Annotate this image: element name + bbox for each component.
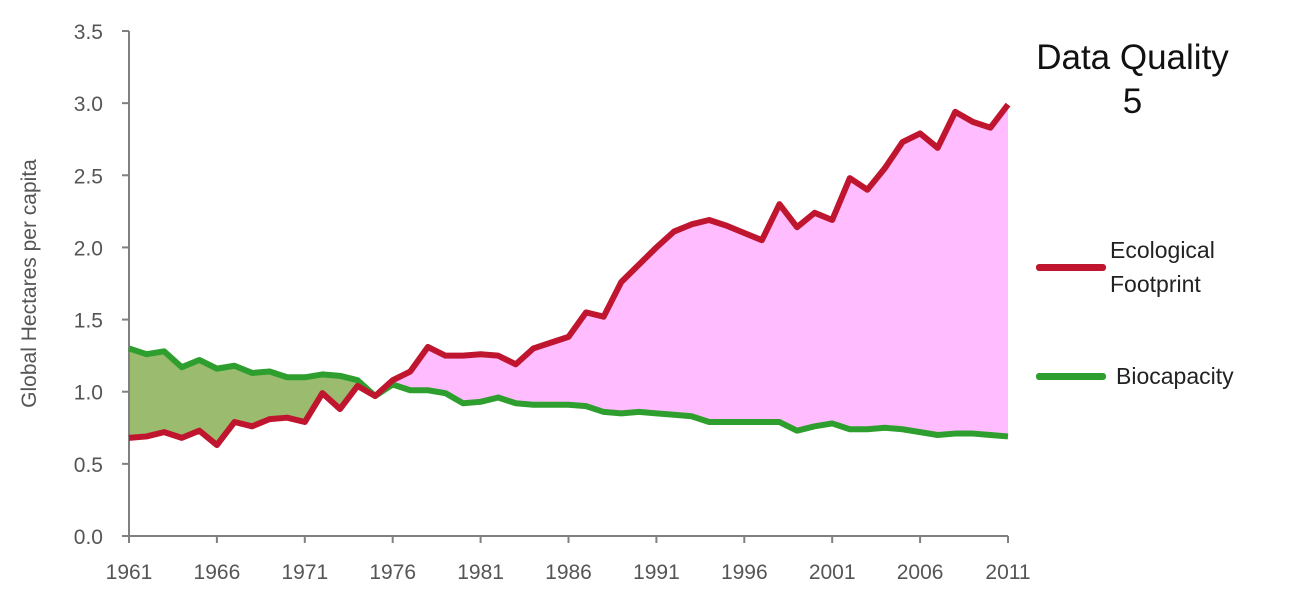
y-tick-label: 1.5 bbox=[74, 310, 103, 333]
legend-label-biocapacity: Biocapacity bbox=[1116, 363, 1234, 389]
series-line-ecological-footprint bbox=[128, 102, 1011, 449]
y-tick-label: 2.5 bbox=[74, 165, 103, 188]
area-fills bbox=[129, 104, 1008, 446]
x-tick-label: 1976 bbox=[369, 561, 416, 584]
x-tick-label: 2011 bbox=[985, 561, 1030, 584]
legend-swatch-ecological-footprint bbox=[1036, 263, 1106, 271]
biocapacity-reserve-area-0 bbox=[129, 348, 393, 446]
data-quality-annotation: Data Quality 5 bbox=[1000, 36, 1265, 124]
y-tick-label: 1.0 bbox=[74, 382, 103, 405]
x-tick-label: 1996 bbox=[721, 561, 768, 584]
x-tick-label: 2001 bbox=[809, 561, 856, 584]
x-tick-label: 1971 bbox=[281, 561, 328, 584]
x-tick-label: 1966 bbox=[194, 561, 241, 584]
data-quality-label: Data Quality bbox=[1036, 38, 1229, 77]
series-lines bbox=[128, 102, 1011, 449]
x-tick-label: 1986 bbox=[545, 561, 592, 584]
legend-item-biocapacity: Biocapacity bbox=[1036, 359, 1234, 393]
ecological-deficit-area-1 bbox=[375, 104, 1008, 437]
legend-swatch-biocapacity bbox=[1036, 372, 1106, 380]
x-tick-label: 2006 bbox=[897, 561, 944, 584]
y-tick-label: 2.0 bbox=[74, 237, 103, 260]
x-tick-label: 1991 bbox=[633, 561, 680, 584]
legend-label-line2: Footprint bbox=[1110, 271, 1201, 297]
data-quality-value: 5 bbox=[1122, 82, 1143, 121]
series-line-biocapacity bbox=[128, 345, 1009, 440]
legend-label-line1: Ecological bbox=[1110, 237, 1215, 263]
y-axis-title: Global Hectares per capita bbox=[18, 159, 41, 408]
x-tick-label: 1981 bbox=[457, 561, 504, 584]
y-tick-label: 3.5 bbox=[74, 21, 103, 44]
legend-label-ecological-footprint: Ecological Footprint bbox=[1110, 233, 1215, 301]
x-tick-label: 1961 bbox=[106, 561, 153, 584]
axis-labels: 0.0 0.5 1.0 1.5 2.0 2.5 3.0 3.5 1961 1966 1971 1976… bbox=[18, 21, 1031, 584]
y-tick-label: 0.5 bbox=[74, 454, 103, 477]
axes bbox=[122, 30, 1009, 543]
y-tick-label: 3.0 bbox=[74, 93, 103, 116]
legend-item-ecological-footprint: Ecological Footprint bbox=[1036, 233, 1215, 301]
y-tick-label: 0.0 bbox=[74, 526, 103, 549]
